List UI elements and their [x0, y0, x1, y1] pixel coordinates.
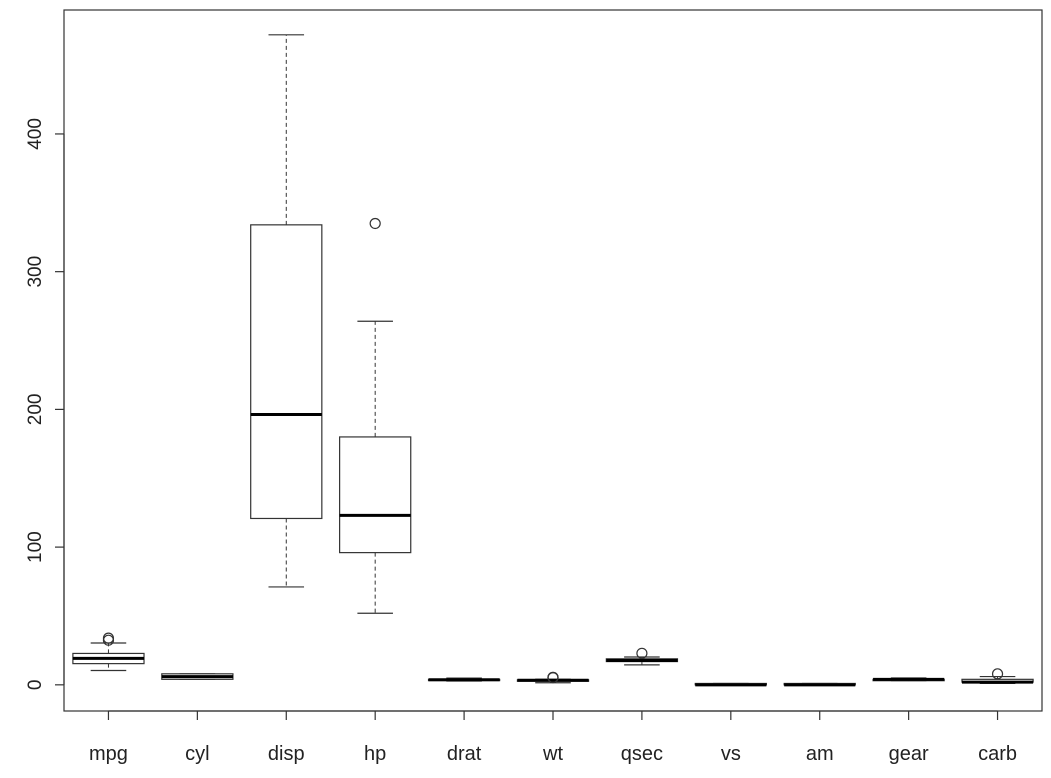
x-tick-label: qsec — [621, 743, 663, 765]
y-tick-label: 300 — [25, 256, 46, 288]
box-drat — [427, 677, 501, 682]
y-axis: 0 100 200 300 400 — [25, 118, 65, 691]
iqr-box — [250, 224, 323, 520]
x-tick-label: drat — [447, 743, 482, 765]
x-tick-label: disp — [268, 743, 305, 765]
outlier-point — [991, 668, 1004, 680]
y-tick-label: 100 — [25, 531, 46, 563]
box-carb — [961, 668, 1034, 685]
box-qsec — [605, 647, 679, 666]
box-wt — [516, 671, 590, 684]
x-tick-label: gear — [889, 743, 929, 765]
outlier-point — [547, 671, 559, 683]
x-axis: mpg cyl disp hp drat wt qsec vs am gear carb — [89, 710, 1017, 765]
x-tick-label: mpg — [89, 743, 128, 765]
box-vs — [694, 682, 767, 687]
y-tick-label: 400 — [25, 118, 46, 150]
x-tick-label: wt — [542, 743, 563, 765]
y-tick-label: 200 — [25, 394, 46, 426]
x-tick-label: carb — [978, 743, 1017, 765]
box-mpg — [72, 632, 145, 672]
iqr-box — [339, 436, 412, 554]
outlier-point — [369, 217, 381, 230]
outlier-point — [102, 632, 115, 644]
x-tick-label: cyl — [185, 743, 209, 765]
box-cyl — [161, 673, 234, 680]
x-tick-label: hp — [364, 743, 386, 765]
x-tick-label: vs — [721, 743, 741, 765]
x-tick-label: am — [806, 743, 834, 765]
box-disp — [250, 34, 323, 588]
box-hp — [339, 217, 412, 614]
plot-frame — [63, 9, 1043, 712]
box-am — [783, 682, 856, 687]
boxes-layer — [72, 34, 1034, 687]
y-tick-label: 0 — [25, 680, 46, 691]
box-gear — [872, 677, 945, 682]
outlier-point — [636, 647, 648, 659]
